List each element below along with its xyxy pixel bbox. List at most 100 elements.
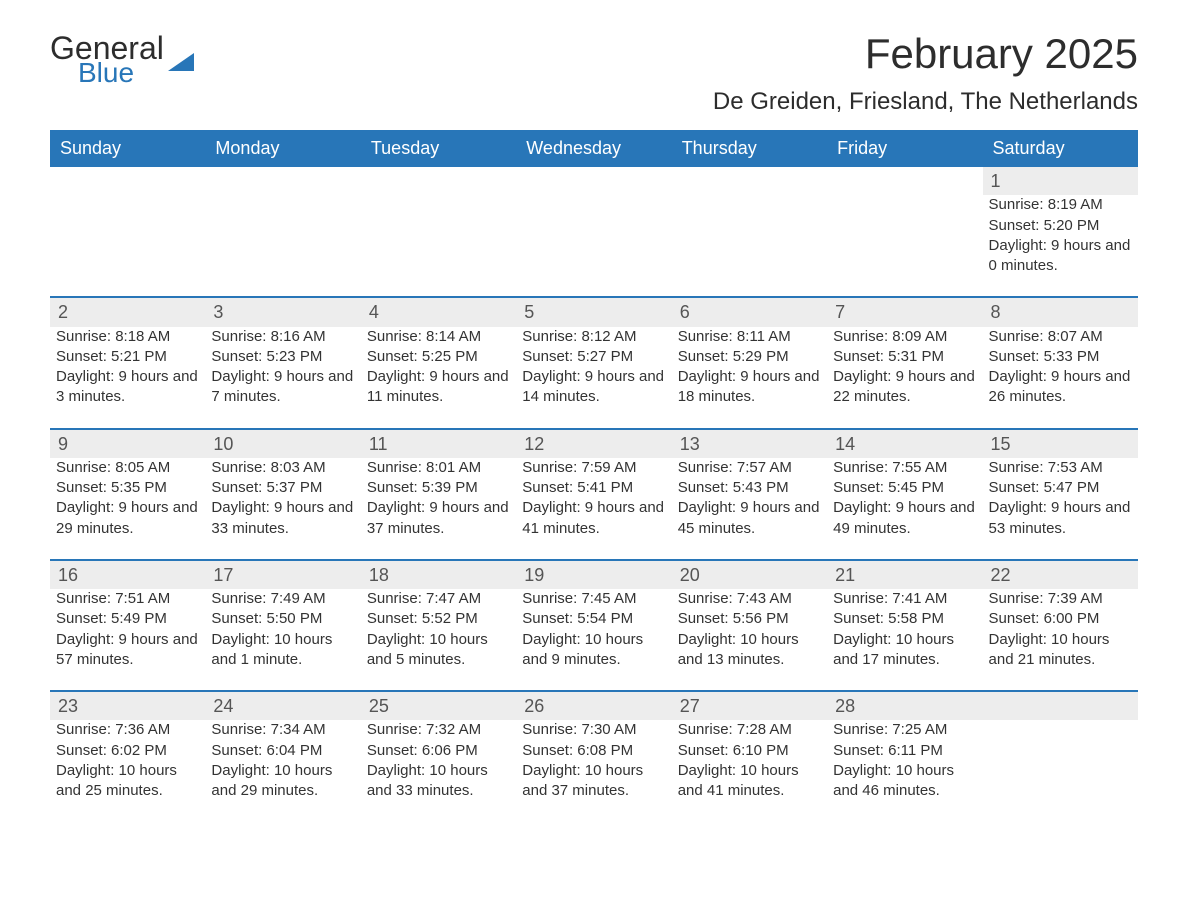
day-detail-cell: Sunrise: 7:36 AMSunset: 6:02 PMDaylight:… bbox=[50, 720, 205, 821]
day-number-cell bbox=[50, 167, 205, 195]
day-number-cell: 16 bbox=[50, 560, 205, 589]
day-number-cell bbox=[516, 167, 671, 195]
day-number-cell: 3 bbox=[205, 297, 360, 326]
sunrise-text: Sunrise: 7:57 AM bbox=[678, 458, 821, 478]
daylight-text: Daylight: 9 hours and 33 minutes. bbox=[211, 498, 354, 539]
sunset-text: Sunset: 5:45 PM bbox=[833, 478, 976, 498]
daylight-text: Daylight: 9 hours and 3 minutes. bbox=[56, 367, 199, 408]
day-number-cell: 10 bbox=[205, 429, 360, 458]
weekday-header: Wednesday bbox=[516, 130, 671, 167]
sunrise-text: Sunrise: 7:51 AM bbox=[56, 589, 199, 609]
sunset-text: Sunset: 6:00 PM bbox=[989, 609, 1132, 629]
daylight-text: Daylight: 9 hours and 26 minutes. bbox=[989, 367, 1132, 408]
weekday-header: Saturday bbox=[983, 130, 1138, 167]
day-number-cell: 12 bbox=[516, 429, 671, 458]
day-detail-cell: Sunrise: 7:30 AMSunset: 6:08 PMDaylight:… bbox=[516, 720, 671, 821]
day-number-cell: 13 bbox=[672, 429, 827, 458]
sunrise-text: Sunrise: 7:34 AM bbox=[211, 720, 354, 740]
day-number-cell: 17 bbox=[205, 560, 360, 589]
day-detail-row: Sunrise: 8:18 AMSunset: 5:21 PMDaylight:… bbox=[50, 327, 1138, 429]
day-number-cell: 24 bbox=[205, 691, 360, 720]
weekday-header-row: SundayMondayTuesdayWednesdayThursdayFrid… bbox=[50, 130, 1138, 167]
logo-triangle-icon bbox=[168, 53, 194, 71]
daylight-text: Daylight: 9 hours and 14 minutes. bbox=[522, 367, 665, 408]
sunset-text: Sunset: 5:58 PM bbox=[833, 609, 976, 629]
day-detail-cell: Sunrise: 7:32 AMSunset: 6:06 PMDaylight:… bbox=[361, 720, 516, 821]
day-number-cell bbox=[827, 167, 982, 195]
daylight-text: Daylight: 9 hours and 53 minutes. bbox=[989, 498, 1132, 539]
day-number-cell: 25 bbox=[361, 691, 516, 720]
sunrise-text: Sunrise: 7:36 AM bbox=[56, 720, 199, 740]
daylight-text: Daylight: 10 hours and 5 minutes. bbox=[367, 630, 510, 671]
day-number-row: 9101112131415 bbox=[50, 429, 1138, 458]
day-number-cell: 4 bbox=[361, 297, 516, 326]
daylight-text: Daylight: 9 hours and 29 minutes. bbox=[56, 498, 199, 539]
day-number-cell: 20 bbox=[672, 560, 827, 589]
day-detail-cell: Sunrise: 8:16 AMSunset: 5:23 PMDaylight:… bbox=[205, 327, 360, 429]
day-detail-row: Sunrise: 7:51 AMSunset: 5:49 PMDaylight:… bbox=[50, 589, 1138, 691]
day-number-cell: 6 bbox=[672, 297, 827, 326]
daylight-text: Daylight: 10 hours and 1 minute. bbox=[211, 630, 354, 671]
sunset-text: Sunset: 5:43 PM bbox=[678, 478, 821, 498]
day-detail-cell: Sunrise: 8:09 AMSunset: 5:31 PMDaylight:… bbox=[827, 327, 982, 429]
logo-word2: Blue bbox=[78, 57, 164, 89]
day-detail-cell: Sunrise: 7:45 AMSunset: 5:54 PMDaylight:… bbox=[516, 589, 671, 691]
sunset-text: Sunset: 5:41 PM bbox=[522, 478, 665, 498]
sunset-text: Sunset: 6:11 PM bbox=[833, 741, 976, 761]
day-detail-cell bbox=[361, 195, 516, 297]
logo: General Blue bbox=[50, 30, 194, 89]
day-number-cell: 14 bbox=[827, 429, 982, 458]
sunrise-text: Sunrise: 8:07 AM bbox=[989, 327, 1132, 347]
day-number-cell: 11 bbox=[361, 429, 516, 458]
daylight-text: Daylight: 10 hours and 13 minutes. bbox=[678, 630, 821, 671]
sunrise-text: Sunrise: 7:28 AM bbox=[678, 720, 821, 740]
day-detail-cell: Sunrise: 7:57 AMSunset: 5:43 PMDaylight:… bbox=[672, 458, 827, 560]
day-detail-cell: Sunrise: 7:34 AMSunset: 6:04 PMDaylight:… bbox=[205, 720, 360, 821]
sunrise-text: Sunrise: 8:16 AM bbox=[211, 327, 354, 347]
day-detail-cell: Sunrise: 8:05 AMSunset: 5:35 PMDaylight:… bbox=[50, 458, 205, 560]
daylight-text: Daylight: 9 hours and 7 minutes. bbox=[211, 367, 354, 408]
day-number-cell: 8 bbox=[983, 297, 1138, 326]
weekday-header: Friday bbox=[827, 130, 982, 167]
day-number-cell: 9 bbox=[50, 429, 205, 458]
day-number-cell: 26 bbox=[516, 691, 671, 720]
sunrise-text: Sunrise: 7:43 AM bbox=[678, 589, 821, 609]
sunrise-text: Sunrise: 7:32 AM bbox=[367, 720, 510, 740]
daylight-text: Daylight: 10 hours and 33 minutes. bbox=[367, 761, 510, 802]
title-block: February 2025 De Greiden, Friesland, The… bbox=[713, 30, 1138, 130]
day-number-cell bbox=[205, 167, 360, 195]
day-detail-cell: Sunrise: 7:49 AMSunset: 5:50 PMDaylight:… bbox=[205, 589, 360, 691]
day-number-cell bbox=[672, 167, 827, 195]
day-detail-cell: Sunrise: 8:07 AMSunset: 5:33 PMDaylight:… bbox=[983, 327, 1138, 429]
sunrise-text: Sunrise: 7:41 AM bbox=[833, 589, 976, 609]
day-number-row: 232425262728 bbox=[50, 691, 1138, 720]
day-number-cell: 15 bbox=[983, 429, 1138, 458]
day-detail-cell bbox=[672, 195, 827, 297]
day-detail-cell bbox=[50, 195, 205, 297]
header: General Blue February 2025 De Greiden, F… bbox=[50, 30, 1138, 130]
daylight-text: Daylight: 10 hours and 21 minutes. bbox=[989, 630, 1132, 671]
sunset-text: Sunset: 6:02 PM bbox=[56, 741, 199, 761]
daylight-text: Daylight: 9 hours and 57 minutes. bbox=[56, 630, 199, 671]
sunrise-text: Sunrise: 7:55 AM bbox=[833, 458, 976, 478]
sunrise-text: Sunrise: 7:49 AM bbox=[211, 589, 354, 609]
month-title: February 2025 bbox=[713, 30, 1138, 78]
sunset-text: Sunset: 6:04 PM bbox=[211, 741, 354, 761]
sunset-text: Sunset: 5:52 PM bbox=[367, 609, 510, 629]
day-detail-row: Sunrise: 8:05 AMSunset: 5:35 PMDaylight:… bbox=[50, 458, 1138, 560]
day-detail-row: Sunrise: 7:36 AMSunset: 6:02 PM Daylight:… bbox=[50, 720, 1138, 821]
day-detail-cell: Sunrise: 7:59 AMSunset: 5:41 PMDaylight:… bbox=[516, 458, 671, 560]
sunrise-text: Sunrise: 8:18 AM bbox=[56, 327, 199, 347]
sunrise-text: Sunrise: 8:11 AM bbox=[678, 327, 821, 347]
day-number-cell bbox=[983, 691, 1138, 720]
day-detail-cell bbox=[827, 195, 982, 297]
day-detail-cell: Sunrise: 8:03 AMSunset: 5:37 PMDaylight:… bbox=[205, 458, 360, 560]
sunset-text: Sunset: 5:50 PM bbox=[211, 609, 354, 629]
sunrise-text: Sunrise: 8:03 AM bbox=[211, 458, 354, 478]
sunset-text: Sunset: 5:31 PM bbox=[833, 347, 976, 367]
sunset-text: Sunset: 5:23 PM bbox=[211, 347, 354, 367]
sunrise-text: Sunrise: 8:09 AM bbox=[833, 327, 976, 347]
day-number-row: 2345678 bbox=[50, 297, 1138, 326]
day-number-cell bbox=[361, 167, 516, 195]
day-detail-cell: Sunrise: 8:12 AMSunset: 5:27 PMDaylight:… bbox=[516, 327, 671, 429]
